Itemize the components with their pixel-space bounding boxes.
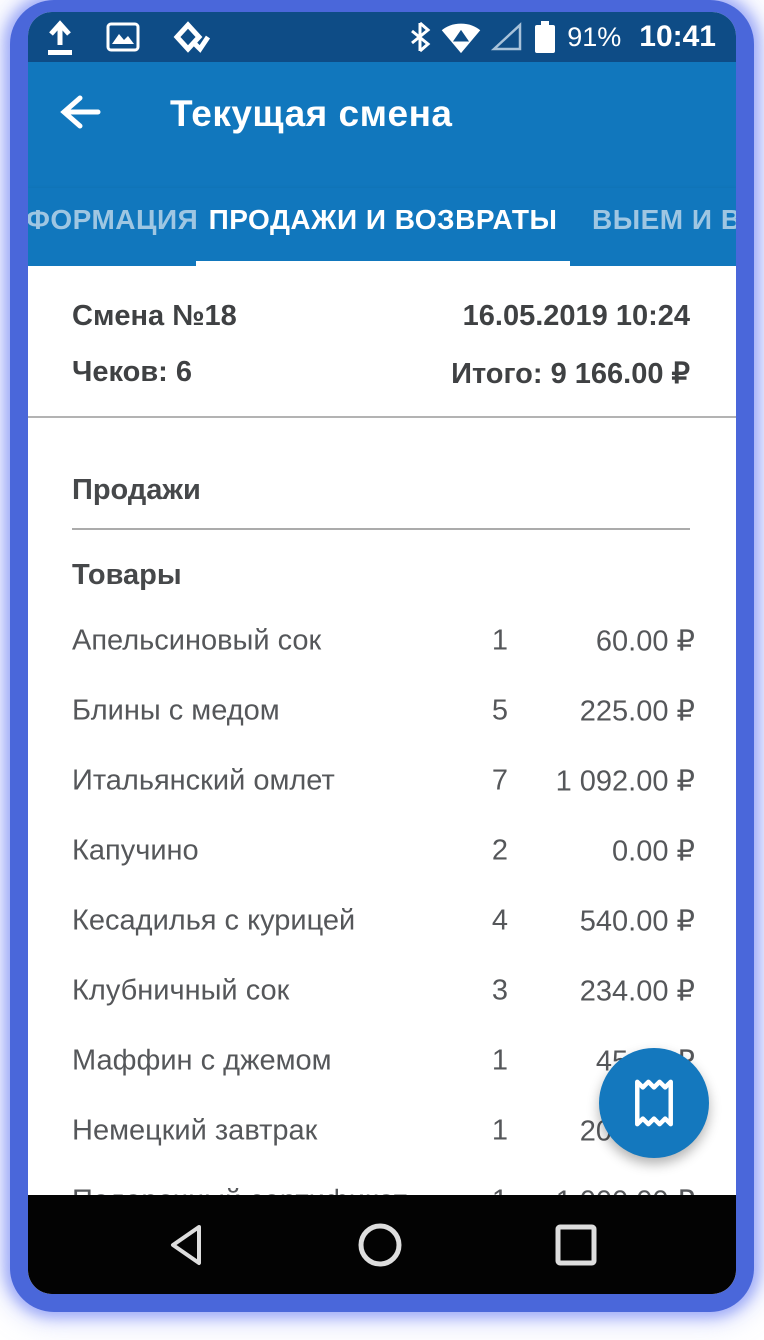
item-name: Клубничный сок — [72, 974, 290, 1007]
sales-section-title: Продажи — [72, 474, 201, 506]
item-price: 234.00 ₽ — [579, 975, 695, 1008]
item-name: Итальянский омлет — [72, 764, 335, 797]
upload-icon — [48, 20, 72, 55]
recents-icon[interactable] — [554, 1223, 598, 1267]
tabs-bar: ФОРМАЦИЯ ПРОДАЖИ И ВОЗВРАТЫ ВЫЕМ И ВН — [28, 188, 736, 266]
tab-sales-and-returns[interactable]: ПРОДАЖИ И ВОЗВРАТЫ — [208, 204, 558, 235]
back-button[interactable] — [58, 92, 118, 140]
shift-total: Итого: 9 166.00 ₽ — [451, 358, 690, 390]
item-name: Маффин с джемом — [72, 1044, 332, 1077]
divider — [72, 528, 690, 530]
signal-icon — [491, 22, 522, 51]
page-title: Текущая смена — [170, 93, 453, 134]
shift-number: Смена №18 — [72, 300, 237, 332]
item-row[interactable]: Кесадилья с курицей 4 540.00 ₽ — [28, 886, 736, 956]
tab-cash-in-out[interactable]: ВЫЕМ И ВН — [592, 204, 736, 235]
item-row[interactable]: Блины с медом 5 225.00 ₽ — [28, 676, 736, 746]
arrow-left-icon — [60, 95, 101, 129]
divider — [28, 416, 736, 418]
item-quantity: 7 — [491, 764, 508, 797]
battery-icon — [535, 21, 556, 53]
item-quantity: 3 — [491, 974, 508, 1007]
goods-section-title: Товары — [72, 559, 182, 591]
item-price: 60.00 ₽ — [595, 625, 695, 658]
shift-datetime: 16.05.2019 10:24 — [462, 300, 690, 332]
item-quantity: 1 — [491, 1114, 508, 1147]
item-row[interactable]: Капучино 2 0.00 ₽ — [28, 816, 736, 886]
item-price: 225.00 ₽ — [579, 695, 695, 728]
item-row[interactable]: Итальянский омлет 7 1 092.00 ₽ — [28, 746, 736, 816]
back-icon[interactable] — [166, 1223, 206, 1267]
item-quantity: 1 — [491, 624, 508, 657]
image-icon — [106, 22, 140, 52]
home-icon[interactable] — [356, 1221, 404, 1269]
shift-report-content: Смена №18 16.05.2019 10:24 Чеков: 6 Итог… — [28, 266, 736, 1294]
print-receipt-fab[interactable] — [599, 1048, 709, 1158]
item-price: 0.00 ₽ — [612, 835, 695, 868]
tab-information[interactable]: ФОРМАЦИЯ — [28, 204, 199, 235]
item-row[interactable]: Клубничный сок 3 234.00 ₽ — [28, 956, 736, 1026]
app-bar: Текущая смена — [28, 62, 736, 188]
receipt-icon — [635, 1079, 673, 1127]
item-quantity: 1 — [491, 1044, 508, 1077]
item-row[interactable]: Апельсиновый сок 1 60.00 ₽ — [28, 606, 736, 676]
item-name: Немецкий завтрак — [72, 1114, 318, 1147]
item-quantity: 5 — [491, 694, 508, 727]
shift-receipts-count: Чеков: 6 — [72, 356, 193, 388]
logo-icon — [173, 21, 210, 53]
device-screen: 91% 10:41 Текущая смена ФОРМАЦИЯ ПРОДАЖИ… — [28, 12, 736, 1294]
status-bar: 91% 10:41 — [28, 12, 736, 62]
active-tab-indicator — [196, 261, 570, 266]
device-frame: 91% 10:41 Текущая смена ФОРМАЦИЯ ПРОДАЖИ… — [10, 0, 754, 1312]
item-name: Блины с медом — [72, 694, 280, 727]
item-price: 540.00 ₽ — [579, 905, 695, 938]
item-quantity: 4 — [491, 904, 508, 937]
android-nav-bar — [28, 1195, 736, 1294]
item-name: Кесадилья с курицей — [72, 904, 356, 937]
battery-percent: 91% — [567, 21, 622, 52]
bluetooth-icon — [411, 21, 431, 53]
wifi-icon — [441, 23, 481, 54]
item-name: Капучино — [72, 834, 199, 867]
item-price: 1 092.00 ₽ — [555, 765, 695, 798]
status-clock: 10:41 — [639, 20, 716, 53]
item-quantity: 2 — [491, 834, 508, 867]
item-name: Апельсиновый сок — [72, 624, 322, 657]
